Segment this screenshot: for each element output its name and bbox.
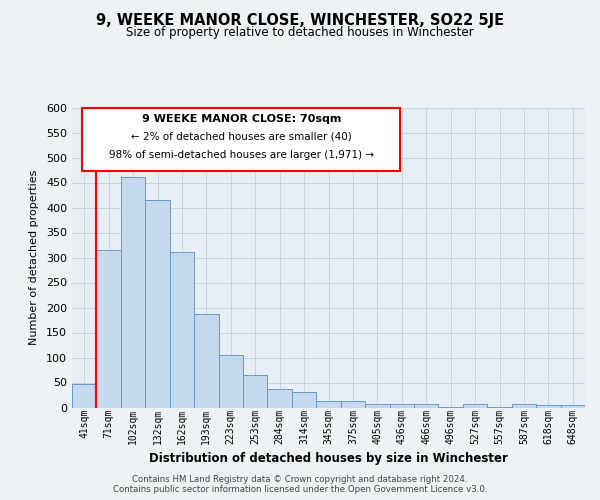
Bar <box>365 404 389 407</box>
Bar <box>121 176 145 408</box>
Bar <box>218 355 243 408</box>
Bar <box>194 314 218 408</box>
Bar <box>512 404 536 407</box>
Bar <box>341 400 365 407</box>
FancyBboxPatch shape <box>82 108 400 170</box>
Bar <box>97 250 121 408</box>
Text: 9, WEEKE MANOR CLOSE, WINCHESTER, SO22 5JE: 9, WEEKE MANOR CLOSE, WINCHESTER, SO22 5… <box>96 12 504 28</box>
Text: ← 2% of detached houses are smaller (40): ← 2% of detached houses are smaller (40) <box>131 132 352 141</box>
Bar <box>536 405 560 407</box>
Bar <box>243 375 268 408</box>
Bar <box>316 400 341 407</box>
Bar <box>389 404 414 407</box>
Bar <box>414 404 439 407</box>
Bar <box>72 384 97 407</box>
Text: Contains public sector information licensed under the Open Government Licence v3: Contains public sector information licen… <box>113 485 487 494</box>
Text: 98% of semi-detached houses are larger (1,971) →: 98% of semi-detached houses are larger (… <box>109 150 374 160</box>
Bar <box>268 388 292 407</box>
Y-axis label: Number of detached properties: Number of detached properties <box>29 170 39 345</box>
Bar <box>463 404 487 407</box>
Bar <box>145 200 170 408</box>
Bar <box>170 252 194 408</box>
Bar <box>292 392 316 407</box>
Text: Size of property relative to detached houses in Winchester: Size of property relative to detached ho… <box>126 26 474 39</box>
Text: 9 WEEKE MANOR CLOSE: 70sqm: 9 WEEKE MANOR CLOSE: 70sqm <box>142 114 341 124</box>
Bar <box>439 406 463 408</box>
X-axis label: Distribution of detached houses by size in Winchester: Distribution of detached houses by size … <box>149 452 508 466</box>
Text: Contains HM Land Registry data © Crown copyright and database right 2024.: Contains HM Land Registry data © Crown c… <box>132 475 468 484</box>
Bar <box>560 405 585 407</box>
Bar <box>487 406 512 408</box>
